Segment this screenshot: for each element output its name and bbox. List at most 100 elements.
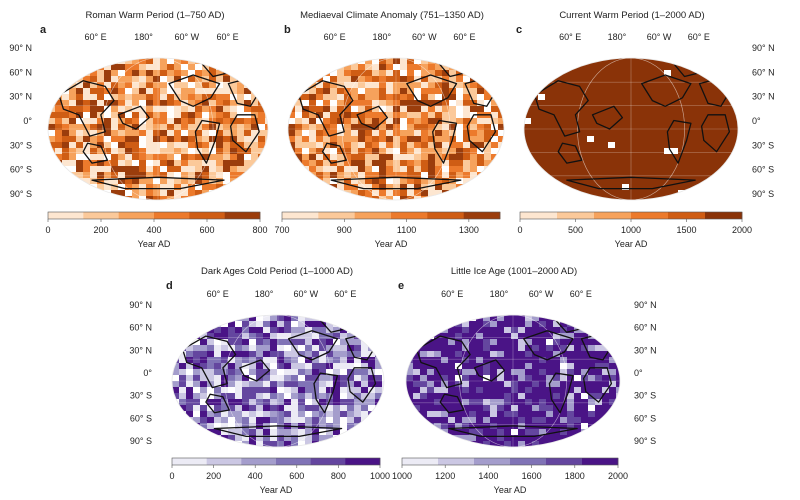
grid-cell (400, 58, 408, 65)
grid-cell (469, 405, 477, 412)
grid-cell (629, 190, 637, 197)
grid-cell (511, 441, 519, 447)
grid-cell (498, 76, 504, 83)
grid-cell (685, 106, 693, 113)
grid-cell (470, 196, 478, 200)
grid-cell (146, 82, 154, 89)
grid-cell (270, 333, 278, 340)
grid-cell (539, 357, 547, 364)
grid-cell (685, 136, 693, 143)
grid-cell (365, 196, 373, 200)
grid-cell (251, 106, 259, 113)
grid-cell (379, 172, 387, 179)
grid-cell (309, 58, 317, 65)
grid-cell (265, 160, 268, 167)
grid-cell (48, 166, 56, 173)
grid-cell (55, 118, 63, 125)
grid-cell (251, 70, 259, 77)
coastline (641, 74, 692, 107)
grid-cell (566, 172, 574, 179)
grid-cell (678, 82, 686, 89)
grid-cell (407, 160, 415, 167)
grid-cell (414, 112, 422, 119)
grid-cell (463, 112, 471, 119)
grid-cell (174, 88, 182, 95)
grid-cell (256, 351, 264, 358)
grid-cell (511, 375, 519, 382)
grid-cell (615, 76, 623, 83)
grid-cell (125, 70, 133, 77)
grid-cell (476, 381, 484, 388)
grid-cell (629, 100, 637, 107)
map-outline (405, 314, 621, 448)
grid-cell (414, 166, 422, 173)
grid-cell (615, 142, 623, 149)
grid-cell (531, 172, 539, 179)
grid-cell (258, 172, 266, 179)
coastline (557, 142, 583, 164)
grid-cell (386, 70, 394, 77)
grid-cell (319, 405, 327, 412)
grid-cell (574, 357, 582, 364)
grid-cell (237, 70, 245, 77)
grid-cell (581, 405, 589, 412)
grid-cell (643, 118, 651, 125)
grid-cell (587, 100, 595, 107)
grid-cell (256, 429, 264, 436)
latitude-tick-label: 30° S (752, 140, 774, 150)
grid-cell (270, 381, 278, 388)
grid-cell (125, 142, 133, 149)
grid-cell (167, 148, 175, 155)
grid-cell (309, 64, 317, 71)
grid-cell (498, 82, 504, 89)
grid-cell (671, 160, 679, 167)
grid-cell (291, 369, 299, 376)
grid-cell (48, 88, 56, 95)
grid-cell (484, 58, 492, 65)
latitude-tick-label: 0° (143, 368, 152, 378)
grid-cell (139, 148, 147, 155)
grid-cell (209, 148, 217, 155)
grid-cell (595, 405, 603, 412)
grid-cell (657, 70, 665, 77)
grid-cell (545, 130, 553, 137)
grid-cell (393, 184, 401, 191)
grid-cell (270, 429, 278, 436)
colorbar-segment (705, 212, 743, 219)
grid-cell (609, 399, 617, 406)
grid-cell (179, 423, 187, 430)
grid-cell (448, 345, 456, 352)
grid-cell (595, 441, 603, 447)
grid-cell (525, 345, 533, 352)
grid-cell (270, 351, 278, 358)
grid-cell (434, 339, 442, 346)
grid-cell (720, 184, 728, 191)
grid-cell (386, 82, 394, 89)
grid-cell (179, 315, 187, 322)
grid-cell (400, 136, 408, 143)
grid-cell (580, 196, 588, 200)
grid-cell (727, 118, 735, 125)
grid-cell (365, 142, 373, 149)
grid-cell (153, 184, 161, 191)
grid-cell (566, 130, 574, 137)
grid-cell (228, 321, 236, 328)
grid-cell (172, 441, 180, 447)
grid-cell (462, 327, 470, 334)
grid-cell (291, 357, 299, 364)
grid-cell (678, 94, 686, 101)
grid-cell (153, 154, 161, 161)
grid-cell (421, 70, 429, 77)
grid-cell (181, 148, 189, 155)
grid-cell (469, 393, 477, 400)
grid-cell (302, 148, 310, 155)
grid-cell (643, 82, 651, 89)
grid-cell (181, 112, 189, 119)
grid-cell (132, 124, 140, 131)
grid-cell (414, 178, 422, 185)
colorbar-segment (224, 212, 261, 219)
grid-cell (609, 429, 617, 436)
grid-cell (539, 417, 547, 424)
grid-cell (685, 166, 693, 173)
grid-cell (223, 130, 231, 137)
